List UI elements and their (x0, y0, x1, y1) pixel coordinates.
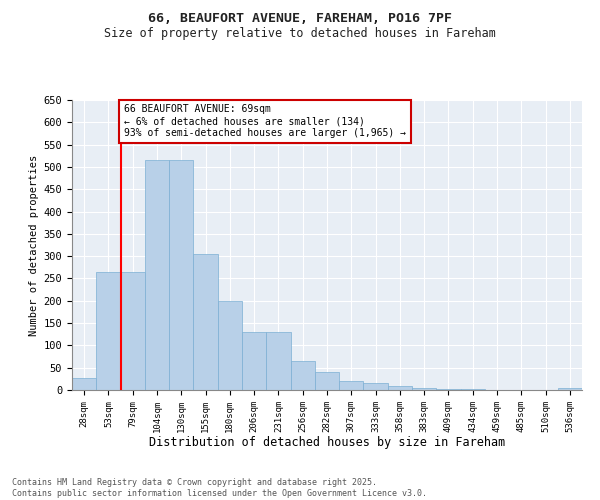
Bar (461, 389, 485, 390)
Text: Size of property relative to detached houses in Fareham: Size of property relative to detached ho… (104, 28, 496, 40)
Bar (96, 272, 121, 390)
Bar (339, 381, 364, 390)
Text: Contains HM Land Registry data © Crown copyright and database right 2025.
Contai: Contains HM Land Registry data © Crown c… (12, 478, 427, 498)
Text: 66 BEAUFORT AVENUE: 69sqm
← 6% of detached houses are smaller (134)
93% of semi-: 66 BEAUFORT AVENUE: 69sqm ← 6% of detach… (124, 104, 406, 138)
Bar (193, 254, 218, 390)
Bar (72, 378, 96, 390)
Bar (364, 384, 388, 390)
Bar (169, 160, 193, 390)
Bar (121, 272, 145, 390)
Bar (266, 332, 290, 390)
Y-axis label: Number of detached properties: Number of detached properties (29, 154, 40, 336)
Bar (242, 332, 266, 390)
Bar (145, 160, 169, 390)
Bar (218, 301, 242, 390)
Bar (436, 388, 461, 390)
Text: 66, BEAUFORT AVENUE, FAREHAM, PO16 7PF: 66, BEAUFORT AVENUE, FAREHAM, PO16 7PF (148, 12, 452, 26)
Bar (388, 386, 412, 390)
Bar (290, 361, 315, 390)
Bar (558, 388, 582, 390)
X-axis label: Distribution of detached houses by size in Fareham: Distribution of detached houses by size … (149, 436, 505, 449)
Bar (315, 372, 339, 390)
Bar (412, 388, 436, 390)
